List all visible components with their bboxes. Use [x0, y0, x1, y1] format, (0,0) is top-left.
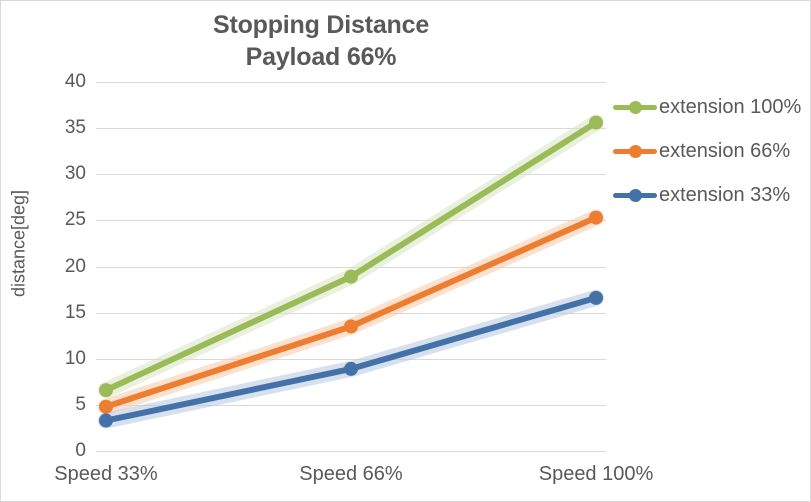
y-tick-label: 30	[64, 163, 86, 185]
gridline	[96, 404, 606, 406]
series-lines	[98, 114, 604, 429]
data-point-marker	[589, 115, 603, 130]
x-axis-labels: Speed 33% Speed 66% Speed 100%	[1, 463, 691, 493]
legend-swatch-icon	[613, 144, 657, 158]
legend-label: extension 100%	[659, 95, 802, 118]
data-point-marker	[99, 413, 113, 428]
gridline	[96, 128, 606, 130]
x-tick-label: Speed 66%	[299, 463, 403, 485]
gridline	[96, 312, 606, 314]
gridline	[96, 174, 606, 176]
legend-item[interactable]: extension 100%	[613, 85, 801, 129]
legend-label: extension 33%	[659, 183, 791, 206]
data-point-marker	[344, 361, 358, 376]
x-tick-label: Speed 33%	[54, 463, 158, 485]
y-tick-label: 10	[64, 347, 86, 369]
x-tick-label: Speed 100%	[538, 463, 654, 485]
gridline	[96, 266, 606, 268]
chart-legend: extension 100% extension 66% extension 33%	[613, 85, 801, 217]
data-point-marker	[99, 383, 113, 398]
legend-label: extension 66%	[659, 139, 791, 162]
gridline	[96, 358, 606, 360]
y-tick-label: 5	[75, 393, 86, 415]
plot-area: 0 5 10 15 20 25 30 35 40	[65, 71, 606, 461]
legend-swatch-icon	[613, 188, 657, 202]
y-tick-label: 25	[64, 209, 86, 231]
y-tick-label: 40	[64, 71, 86, 92]
y-axis-title: distance[deg]	[8, 189, 29, 298]
data-point-marker	[589, 290, 603, 305]
y-tick-label: 0	[75, 440, 86, 461]
y-tick-label: 35	[64, 117, 86, 139]
y-tick-label: 15	[64, 301, 86, 323]
gridline	[96, 451, 606, 452]
legend-swatch-icon	[613, 100, 657, 114]
gridline	[96, 220, 606, 222]
chart-title: Stopping Distance Payload 66%	[212, 11, 430, 71]
gridline	[96, 82, 606, 83]
data-point-marker	[99, 399, 113, 414]
y-tick-label: 20	[64, 255, 86, 277]
data-point-marker	[589, 210, 603, 225]
data-point-marker	[344, 269, 358, 284]
legend-item[interactable]: extension 33%	[613, 173, 801, 217]
data-point-marker	[344, 319, 358, 334]
legend-item[interactable]: extension 66%	[613, 129, 801, 173]
